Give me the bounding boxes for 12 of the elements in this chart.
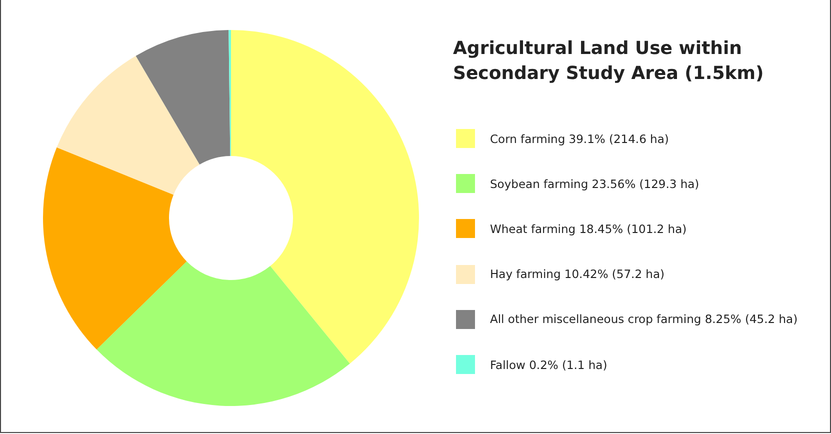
donut-slice [43,147,187,350]
legend-label: Fallow 0.2% (1.1 ha) [490,358,608,372]
legend-label: Hay farming 10.42% (57.2 ha) [490,267,664,282]
legend-label: Soybean farming 23.56% (129.3 ha) [490,176,700,191]
text: Agricultural Land Use within Secondary Study Area (1.5km) [453,37,765,86]
legend-label: Corn farming 39.1% (214.6 ha) [490,132,669,146]
donut-slice [56,56,200,195]
legend-label: Wheat farming 18.45% (101.2 ha) [490,222,687,236]
donut-slice [136,30,230,165]
legend-label: All other miscellaneous crop farming 8.25% (45.2 ha) [490,312,798,326]
donut-slice [231,30,419,364]
donut-slice [96,261,350,406]
